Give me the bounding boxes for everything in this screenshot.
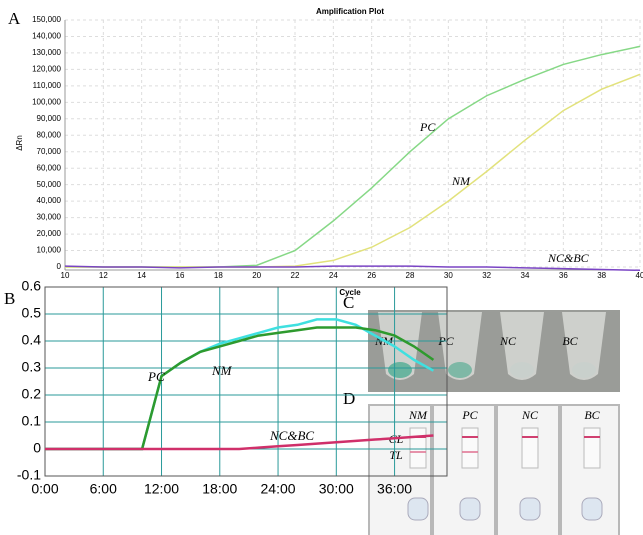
tube-label: BC: [562, 334, 578, 348]
annotation: NC&BC: [547, 251, 590, 265]
y-tick-label: 0: [33, 440, 41, 456]
x-tick-label: 12:00: [144, 481, 179, 497]
y-axis-label: ΔRn: [15, 135, 24, 151]
y-tick-label: 0: [57, 262, 62, 271]
y-tick-label: 90,000: [37, 114, 62, 123]
y-tick-label: 110,000: [33, 81, 62, 90]
y-tick-label: 40,000: [37, 196, 62, 205]
x-tick-label: 28: [406, 271, 415, 280]
y-tick-label: 130,000: [32, 48, 61, 57]
strip-label: PC: [461, 408, 478, 422]
panel-letter: B: [4, 289, 15, 308]
x-tick-label: 24: [329, 271, 338, 280]
y-tick-label: 100,000: [32, 97, 61, 106]
x-tick-label: 36: [559, 271, 568, 280]
x-tick-label: 34: [521, 271, 530, 280]
tube-label: NC: [499, 334, 517, 348]
liquid: [388, 362, 412, 378]
y-tick-label: 60,000: [37, 163, 62, 172]
window: [584, 428, 600, 468]
liquid: [510, 362, 534, 378]
window: [462, 428, 478, 468]
y-tick-label: 30,000: [37, 213, 62, 222]
y-tick-label: 0.1: [22, 413, 42, 429]
annotation: PC: [419, 120, 436, 134]
x-tick-label: 20: [252, 271, 261, 280]
x-tick-label: 36:00: [377, 481, 412, 497]
x-tick-label: 38: [597, 271, 606, 280]
y-tick-label: 70,000: [37, 147, 62, 156]
window: [410, 428, 426, 468]
x-tick-label: 6:00: [90, 481, 117, 497]
x-axis-label: Cycle: [339, 288, 361, 297]
well: [408, 498, 428, 520]
annotation: NC&BC: [269, 428, 314, 443]
strip-label: NM: [408, 408, 428, 422]
y-tick-label: 0.5: [22, 305, 42, 321]
panel-letter: A: [8, 9, 21, 28]
liquid: [448, 362, 472, 378]
x-tick-label: 18: [214, 271, 223, 280]
x-tick-label: 26: [367, 271, 376, 280]
well: [460, 498, 480, 520]
x-tick-label: 18:00: [202, 481, 237, 497]
x-tick-label: 30:00: [319, 481, 354, 497]
x-tick-label: 32: [482, 271, 491, 280]
line-label: TL: [389, 448, 403, 462]
y-tick-label: 0.6: [22, 278, 42, 294]
y-tick-label: 150,000: [32, 15, 61, 24]
data-line: [65, 74, 640, 267]
y-tick-label: 120,000: [32, 65, 61, 74]
x-tick-label: 24:00: [261, 481, 296, 497]
y-tick-label: 50,000: [37, 180, 62, 189]
x-tick-label: 0:00: [31, 481, 58, 497]
annotation: NM: [451, 174, 471, 188]
strip-label: NC: [521, 408, 539, 422]
panel-letter: D: [343, 389, 355, 408]
strip-label: BC: [584, 408, 600, 422]
chart-title: Amplification Plot: [316, 7, 384, 16]
y-tick-label: 10,000: [37, 246, 62, 255]
y-tick-label: 0.3: [22, 359, 42, 375]
x-tick-label: 40: [636, 271, 643, 280]
x-tick-label: 16: [176, 271, 185, 280]
window: [522, 428, 538, 468]
figure: C NM PC NC BC D NM PC: [0, 0, 643, 535]
annotation: PC: [147, 369, 165, 384]
x-tick-label: 30: [444, 271, 453, 280]
x-tick-label: 14: [137, 271, 146, 280]
strips: [370, 406, 618, 535]
x-tick-label: 10: [61, 271, 70, 280]
well: [520, 498, 540, 520]
x-tick-label: 12: [99, 271, 108, 280]
y-tick-label: 20,000: [37, 229, 62, 238]
liquid: [572, 362, 596, 378]
y-tick-label: 80,000: [37, 130, 62, 139]
y-tick-label: 0.2: [22, 386, 42, 402]
annotation: NM: [211, 363, 233, 378]
well: [582, 498, 602, 520]
x-tick-label: 22: [291, 271, 300, 280]
y-tick-label: 0.4: [22, 332, 42, 348]
y-tick-label: 140,000: [32, 32, 61, 41]
